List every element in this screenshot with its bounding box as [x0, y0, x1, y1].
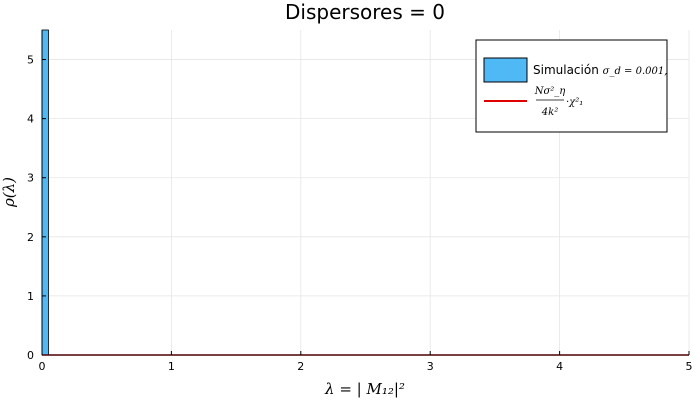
x-tick-label: 0	[39, 360, 46, 373]
axes	[41, 30, 689, 356]
legend-label-numerator: Nσ²_η	[534, 86, 566, 97]
legend-label-simulation: Simulación σ_d = 0.001,	[533, 63, 667, 77]
histogram-bar	[41, 29, 49, 356]
histogram-bars	[41, 29, 49, 356]
y-axis-label: ρ(λ)	[0, 177, 18, 208]
x-tick-label: 5	[686, 360, 693, 373]
legend-box	[475, 39, 668, 133]
x-tick-label: 2	[297, 360, 304, 373]
legend-label-simulation-math: σ_d = 0.001,	[603, 66, 668, 77]
y-tick-label: 1	[27, 290, 34, 303]
legend: Simulación σ_d = 0.001, Nσ²_η 4k² ·χ²₁	[475, 39, 668, 133]
legend-label-simulation-prefix: Simulación	[533, 63, 603, 77]
x-ticks: 0 1 2 3 4 5	[39, 351, 693, 373]
y-tick-label: 0	[27, 349, 34, 362]
legend-label-denominator: 4k²	[541, 107, 558, 118]
y-tick-label: 2	[27, 231, 34, 244]
x-tick-label: 1	[168, 360, 175, 373]
chart-title: Dispersores = 0	[285, 0, 445, 24]
y-tick-label: 3	[27, 172, 34, 185]
y-tick-label: 5	[27, 54, 34, 67]
y-tick-label: 4	[27, 113, 34, 126]
legend-swatch-simulation	[483, 57, 528, 83]
x-tick-label: 3	[427, 360, 434, 373]
y-ticks: 0 1 2 3 4 5	[27, 54, 46, 362]
x-tick-label: 4	[556, 360, 563, 373]
legend-label-tail: ·χ²₁	[566, 97, 583, 108]
x-axis-label: λ = | M₁₂|²	[324, 380, 405, 398]
